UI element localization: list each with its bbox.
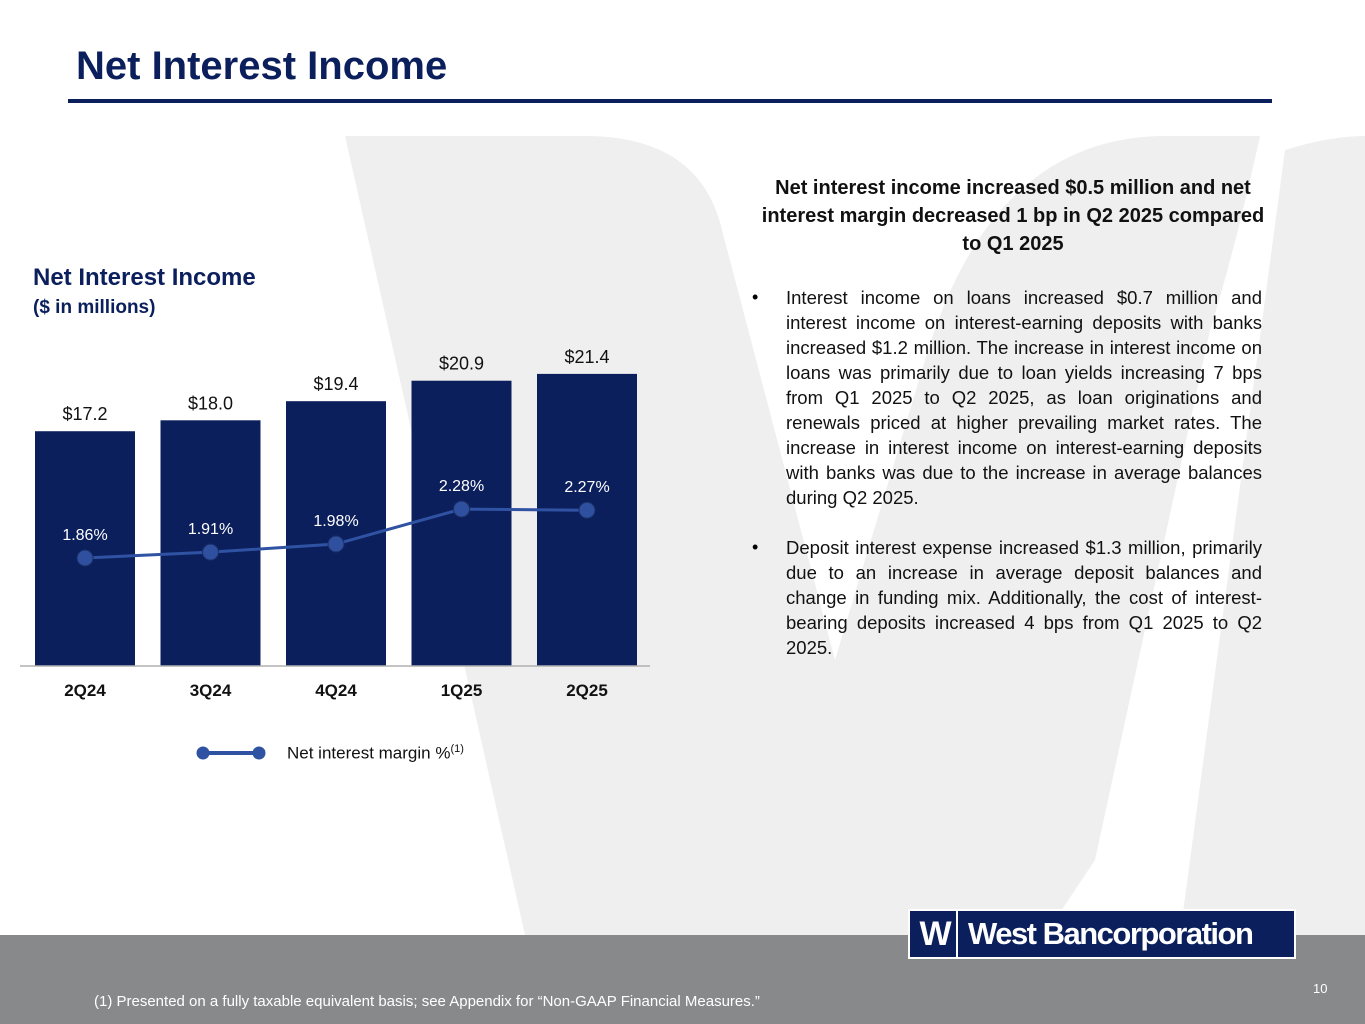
bar-value-label: $19.4	[313, 374, 358, 394]
margin-point	[202, 543, 219, 561]
margin-value-label: 1.91%	[188, 521, 233, 538]
page-title: Net Interest Income	[76, 44, 448, 88]
bar-value-label: $20.9	[439, 354, 484, 374]
bullet-list: • Interest income on loans increased $0.…	[752, 285, 1262, 685]
legend-footnote-marker: (1)	[450, 742, 464, 755]
bar-2q24	[35, 431, 135, 666]
bullet-text: Deposit interest expense increased $1.3 …	[786, 537, 1262, 658]
x-tick-label: 3Q24	[190, 681, 232, 700]
x-tick-label: 2Q24	[64, 681, 106, 700]
page-number: 10	[1313, 981, 1328, 996]
label-group: $17.2 2Q24 $18.0 3Q24 $19.4 4Q24 $20.9 1Q25 $21.…	[62, 347, 609, 700]
bar-value-label: $21.4	[564, 347, 609, 367]
bar-3q24	[160, 420, 261, 666]
x-tick-label: 2Q25	[566, 681, 608, 700]
chart-title: Net Interest Income	[33, 264, 256, 291]
chart-subtitle: ($ in millions)	[33, 297, 156, 318]
logo-text: West Bancorporation	[968, 916, 1254, 951]
legend-label: Net interest margin %(1)	[287, 743, 464, 764]
bullet-marker: •	[752, 537, 759, 557]
margin-value-label: 2.27%	[564, 479, 609, 496]
margin-value-label: 2.28%	[439, 478, 484, 495]
bullet-item: • Interest income on loans increased $0.…	[752, 285, 1262, 510]
logo-mark: W	[912, 911, 958, 957]
x-tick-label: 4Q24	[315, 681, 357, 700]
legend-label-text: Net interest margin %	[287, 743, 451, 763]
margin-value-label: 1.98%	[313, 513, 358, 530]
summary-heading: Net interest income increased $0.5 milli…	[761, 177, 1265, 255]
margin-point	[327, 535, 345, 553]
margin-point	[453, 500, 470, 518]
company-logo: W West Bancorporation	[908, 909, 1296, 959]
margin-point	[76, 549, 94, 567]
bar-1q25	[411, 380, 512, 666]
margin-line-group: 1.86% 1.91% 1.98% 2.28% 2.27%	[62, 478, 610, 567]
bar-2q25	[537, 373, 637, 666]
bar-value-label: $17.2	[62, 404, 107, 424]
bar-group	[35, 373, 637, 666]
chart-legend: Net interest margin %(1)	[195, 738, 464, 768]
w-watermark-shape	[345, 136, 1365, 935]
margin-value-label: 1.86%	[62, 527, 107, 544]
bullet-item: • Deposit interest expense increased $1.…	[752, 535, 1262, 660]
bar-value-label: $18.0	[188, 393, 233, 413]
footnote: (1) Presented on a fully taxable equival…	[94, 993, 760, 1010]
bullet-marker: •	[752, 287, 759, 307]
legend-line-swatch	[196, 746, 266, 760]
x-tick-label: 1Q25	[441, 681, 483, 700]
bullet-text: Interest income on loans increased $0.7 …	[786, 287, 1262, 508]
title-divider	[68, 99, 1272, 103]
net-interest-income-chart: 1.86% 1.91% 1.98% 2.28% 2.27% $17.2 2Q24 $18.0…	[20, 347, 650, 700]
margin-point	[578, 501, 596, 519]
